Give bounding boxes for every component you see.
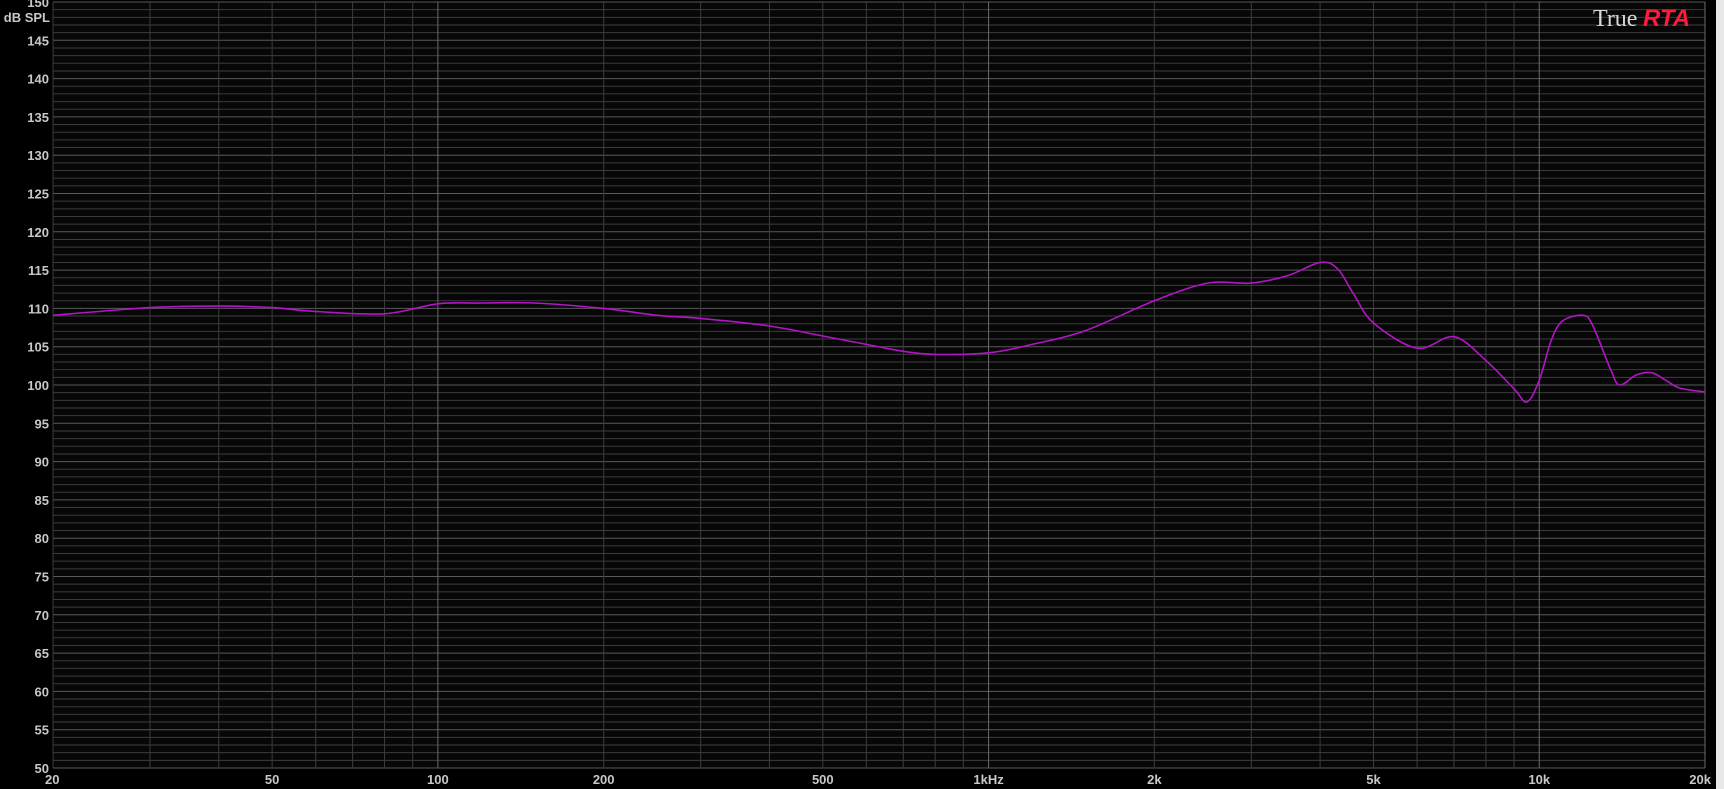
- response-curve: [52, 261, 1706, 403]
- x-tick-label: 20k: [1689, 772, 1711, 787]
- y-tick-label: 105: [27, 340, 49, 355]
- y-tick-label: 95: [35, 416, 49, 431]
- y-tick-label: 130: [27, 148, 49, 163]
- y-axis: 150 145 140 135 130 125 120 115 110 105 100 95 90 85 8…: [27, 0, 49, 776]
- x-tick-label: 20: [45, 772, 59, 787]
- window-edge: [1716, 0, 1724, 789]
- y-tick-label: 80: [35, 531, 49, 546]
- grid: [52, 1, 1706, 769]
- logo-true-text: True: [1593, 6, 1637, 32]
- y-tick-label: 150: [27, 0, 49, 10]
- y-tick-label: 125: [27, 187, 49, 202]
- y-tick-label: 115: [28, 263, 49, 278]
- y-tick-label: 65: [35, 646, 49, 661]
- y-tick-label: 75: [35, 570, 49, 585]
- x-tick-label: 5k: [1366, 772, 1381, 787]
- x-tick-label: 500: [812, 772, 834, 787]
- y-tick-label: 85: [35, 493, 49, 508]
- y-tick-label: 135: [27, 110, 49, 125]
- x-tick-label: 10k: [1528, 772, 1550, 787]
- y-tick-label: 120: [27, 225, 49, 240]
- x-tick-label: 50: [265, 772, 279, 787]
- x-tick-label: 2k: [1147, 772, 1162, 787]
- logo-rta-text: RTA: [1643, 5, 1690, 32]
- y-tick-label: 140: [27, 72, 49, 87]
- y-tick-label: 70: [35, 608, 49, 623]
- truerta-logo: True RTA: [1593, 5, 1690, 32]
- x-axis: 20 50 100 200 500 1kHz 2k 5k 10k 20k: [45, 772, 1712, 787]
- y-tick-label: 50: [35, 761, 49, 776]
- y-tick-label: 90: [35, 455, 49, 470]
- x-tick-label: 100: [427, 772, 449, 787]
- y-tick-label: 110: [28, 301, 49, 316]
- x-tick-label: 200: [593, 772, 615, 787]
- y-tick-label: 145: [27, 33, 49, 48]
- x-tick-label: 1kHz: [973, 772, 1004, 787]
- y-tick-label: 100: [27, 378, 49, 393]
- y-tick-label: 60: [35, 684, 49, 699]
- y-axis-label: dB SPL: [4, 10, 50, 25]
- y-tick-label: 55: [35, 723, 49, 738]
